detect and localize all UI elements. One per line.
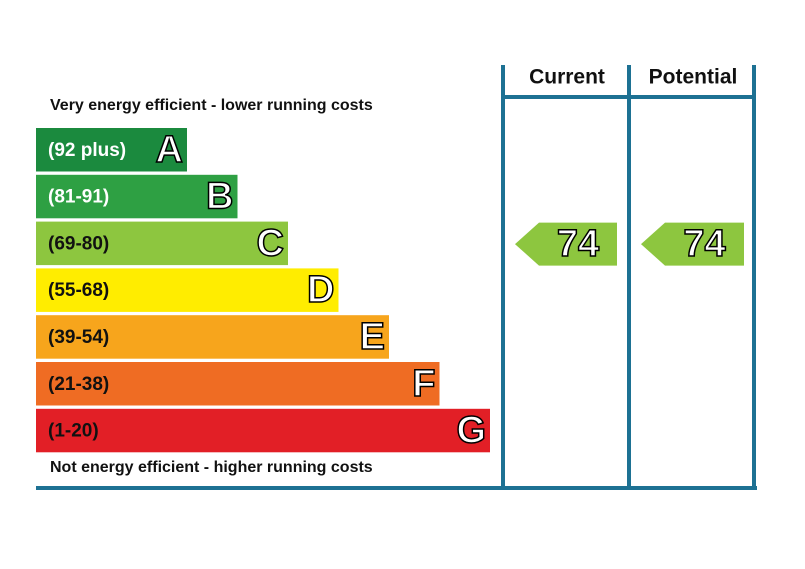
band-range: (1-20) bbox=[48, 421, 99, 442]
band-letter: A bbox=[156, 129, 183, 171]
band-range: (69-80) bbox=[48, 233, 109, 254]
band-letter: C bbox=[257, 222, 284, 264]
band-letter: D bbox=[307, 269, 334, 311]
bottom-label: Not energy efficient - higher running co… bbox=[50, 459, 373, 476]
band-range: (39-54) bbox=[48, 327, 109, 348]
band-letter: B bbox=[206, 176, 233, 218]
band-bar bbox=[36, 268, 339, 312]
band-bar bbox=[36, 221, 288, 266]
rating-arrow bbox=[515, 222, 617, 266]
top-label: Very energy efficient - lower running co… bbox=[50, 97, 373, 114]
band-range: (92 plus) bbox=[48, 140, 126, 161]
band-bar bbox=[36, 315, 389, 359]
rating-value: 74 bbox=[557, 223, 599, 265]
band-letter: G bbox=[456, 410, 486, 452]
band-bar bbox=[36, 408, 490, 453]
band-bar bbox=[36, 128, 187, 172]
band-range: (55-68) bbox=[48, 280, 109, 301]
rating-arrow bbox=[641, 222, 744, 266]
column-header: Current bbox=[529, 66, 605, 89]
rating-value: 74 bbox=[683, 223, 725, 265]
band-range: (21-38) bbox=[48, 374, 109, 395]
band-range: (81-91) bbox=[48, 187, 109, 208]
band-letter: E bbox=[360, 316, 385, 358]
band-bar bbox=[36, 362, 440, 406]
column-header: Potential bbox=[649, 66, 738, 89]
band-letter: F bbox=[412, 363, 435, 405]
band-bar bbox=[36, 174, 238, 219]
